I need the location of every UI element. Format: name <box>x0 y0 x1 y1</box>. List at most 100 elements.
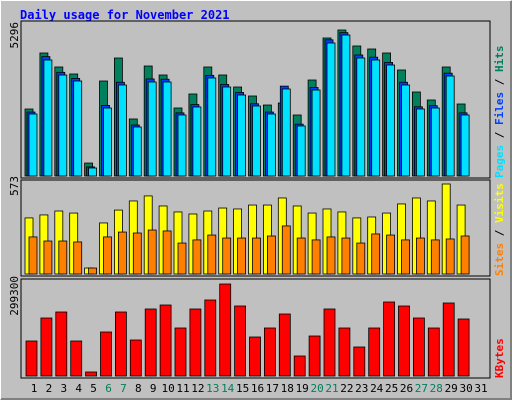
bar <box>386 64 396 177</box>
x-tick-label: 6 <box>105 382 112 395</box>
bar <box>28 113 38 177</box>
y-tick-label: 573 <box>8 176 21 196</box>
x-tick-label: 24 <box>370 382 384 395</box>
x-tick-label: 27 <box>415 382 428 395</box>
bar <box>115 311 127 377</box>
legend-entry: Files <box>493 92 506 125</box>
bar <box>204 299 217 377</box>
legend: Pages / Files / Hits <box>493 46 506 179</box>
bar <box>192 106 202 177</box>
x-tick-label: 22 <box>340 382 353 395</box>
bar <box>326 42 336 177</box>
legend-entry: Visits <box>493 183 506 223</box>
bar <box>43 59 53 177</box>
bar <box>222 237 232 275</box>
x-tick-label: 19 <box>296 382 309 395</box>
bar <box>103 236 112 275</box>
bar <box>207 234 217 275</box>
legend-separator: / <box>493 78 506 85</box>
bar <box>237 237 247 275</box>
bar <box>281 225 291 275</box>
bar <box>326 236 336 275</box>
x-tick-label: 5 <box>90 382 97 395</box>
bar <box>412 317 425 377</box>
x-tick-label: 20 <box>310 382 323 395</box>
bar <box>266 113 276 177</box>
bar <box>70 340 83 377</box>
bar <box>296 237 306 275</box>
bar <box>73 241 83 275</box>
x-tick-label: 8 <box>135 382 142 395</box>
bar <box>263 327 276 377</box>
bar <box>43 240 53 275</box>
bar <box>398 305 410 377</box>
bar <box>219 283 232 377</box>
bar <box>460 235 470 275</box>
bar <box>415 237 425 275</box>
bar <box>40 317 53 377</box>
bar <box>383 301 396 377</box>
x-tick-label: 13 <box>206 382 219 395</box>
bar <box>132 232 142 275</box>
bar <box>341 237 351 275</box>
bar <box>356 242 366 275</box>
x-tick-label: 25 <box>385 382 398 395</box>
bar <box>103 107 112 177</box>
bar <box>252 105 261 177</box>
x-tick-label: 10 <box>161 382 174 395</box>
bar <box>368 327 381 377</box>
bar <box>445 238 455 275</box>
bar <box>401 239 410 275</box>
x-tick-label: 21 <box>325 382 338 395</box>
bar <box>341 34 351 177</box>
bar <box>371 59 381 177</box>
bar <box>278 313 291 377</box>
x-tick-label: 3 <box>60 382 67 395</box>
bar <box>85 371 97 377</box>
bar <box>159 304 172 377</box>
bar <box>445 75 455 177</box>
x-tick-label: 28 <box>430 382 443 395</box>
x-tick-label: 9 <box>150 382 157 395</box>
x-tick-label: 12 <box>191 382 204 395</box>
bar <box>25 340 38 377</box>
x-tick-label: 4 <box>75 382 82 395</box>
bar <box>430 239 440 275</box>
bar <box>189 308 202 377</box>
legend: Sites / Visits <box>493 183 506 276</box>
x-tick-label: 7 <box>120 382 127 395</box>
bar <box>311 239 321 275</box>
bar <box>88 167 97 177</box>
legend-separator: / <box>493 131 506 138</box>
bar <box>118 231 127 275</box>
bar <box>237 94 247 177</box>
bar <box>207 77 217 177</box>
legend-entry: Hits <box>493 46 506 73</box>
x-tick-label: 15 <box>236 382 249 395</box>
bar <box>460 114 470 177</box>
bar <box>234 305 247 377</box>
bar <box>311 89 321 177</box>
x-tick-label: 17 <box>266 382 279 395</box>
bar <box>118 84 127 177</box>
bar <box>296 125 306 177</box>
x-tick-label: 18 <box>281 382 294 395</box>
legend: KBytes <box>493 338 506 378</box>
bar <box>177 114 187 177</box>
legend-entry: Sites <box>493 243 506 276</box>
bar <box>353 346 366 377</box>
x-tick-label: 16 <box>251 382 264 395</box>
bar <box>442 302 455 377</box>
bar <box>252 237 261 275</box>
bar <box>457 318 470 377</box>
bar <box>323 308 336 377</box>
chart-title: Daily usage for November 2021 <box>20 8 230 22</box>
bar <box>338 327 351 377</box>
bar <box>293 355 306 377</box>
bar <box>281 88 291 177</box>
bar <box>88 267 97 275</box>
x-tick-label: 26 <box>400 382 413 395</box>
bar <box>147 229 157 275</box>
x-tick-label: 11 <box>176 382 189 395</box>
